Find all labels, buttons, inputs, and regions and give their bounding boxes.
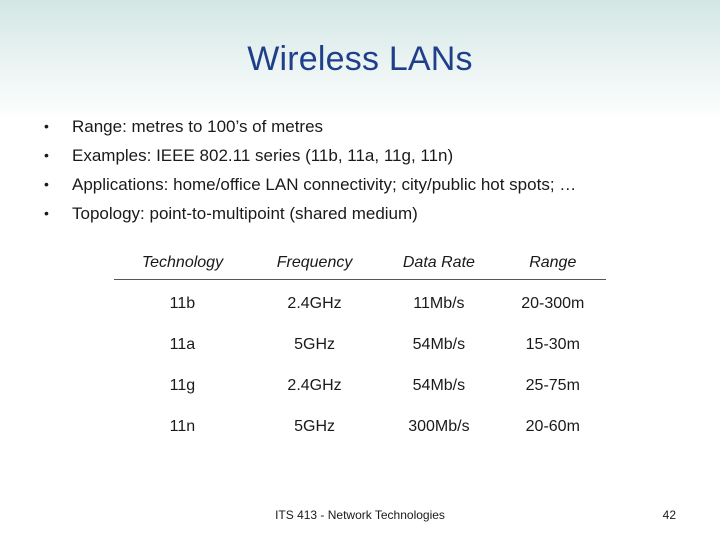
cell-data-rate: 54Mb/s — [412, 376, 466, 394]
bullet-item: • Examples: IEEE 802.11 series (11b, 11a… — [44, 141, 704, 170]
cell-range: 20-300m — [521, 294, 585, 312]
bullet-glyph: • — [44, 205, 49, 221]
bullet-item: • Range: metres to 100’s of metres — [44, 112, 704, 141]
bullet-text: Topology: point-to-multipoint (shared me… — [72, 204, 418, 223]
table-row: 11a 5GHz 54Mb/s 15-30m — [114, 324, 606, 365]
column-header-frequency: Frequency — [250, 246, 379, 280]
cell-range: 20-60m — [525, 417, 580, 435]
wireless-standards-table: Technology Frequency Data Rate Range 11b… — [114, 246, 606, 447]
column-header-technology: Technology — [114, 246, 251, 280]
table-row: 11n 5GHz 300Mb/s 20-60m — [114, 406, 606, 447]
column-header-range: Range — [499, 246, 606, 280]
table-row: 11g 2.4GHz 54Mb/s 25-75m — [114, 365, 606, 406]
slide-footer: ITS 413 - Network Technologies — [275, 508, 445, 522]
bullet-text: Range: metres to 100’s of metres — [72, 117, 324, 136]
bullet-text: Examples: IEEE 802.11 series (11b, 11a, … — [72, 146, 454, 165]
slide-title: Wireless LANs — [247, 40, 473, 78]
cell-technology: 11g — [169, 376, 196, 394]
cell-frequency: 5GHz — [294, 335, 335, 353]
table-row: 11b 2.4GHz 11Mb/s 20-300m — [114, 280, 606, 325]
bullet-glyph: • — [44, 147, 49, 163]
cell-frequency: 5GHz — [294, 417, 335, 435]
cell-technology: 11b — [169, 294, 196, 312]
cell-range: 15-30m — [525, 335, 580, 353]
cell-technology: 11a — [169, 335, 196, 353]
table-header-row: Technology Frequency Data Rate Range — [114, 246, 606, 280]
column-header-data-rate: Data Rate — [378, 246, 500, 280]
bullet-glyph: • — [44, 118, 49, 134]
cell-data-rate: 300Mb/s — [408, 417, 470, 435]
bullet-item: • Topology: point-to-multipoint (shared … — [44, 199, 704, 228]
cell-range: 25-75m — [525, 376, 580, 394]
cell-data-rate: 11Mb/s — [413, 294, 465, 312]
cell-technology: 11n — [169, 417, 196, 435]
bullet-text: Applications: home/office LAN connectivi… — [72, 175, 577, 194]
cell-frequency: 2.4GHz — [287, 376, 342, 394]
cell-data-rate: 54Mb/s — [412, 335, 466, 353]
bullet-glyph: • — [44, 176, 49, 192]
cell-frequency: 2.4GHz — [287, 294, 342, 312]
page-number: 42 — [662, 508, 676, 522]
bullet-list: • Range: metres to 100’s of metres • Exa… — [44, 112, 704, 228]
bullet-item: • Applications: home/office LAN connecti… — [44, 170, 704, 199]
